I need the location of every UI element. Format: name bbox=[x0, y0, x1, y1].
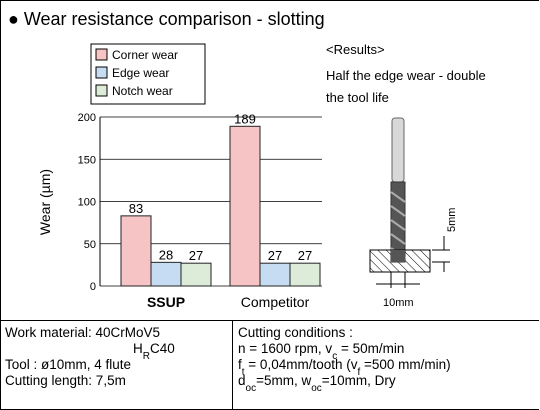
dimension-label: 10mm bbox=[383, 297, 414, 309]
condition-text: Cutting conditions : bbox=[238, 325, 353, 340]
condition-text: C40 bbox=[150, 341, 175, 356]
legend-swatch bbox=[95, 84, 108, 97]
bar bbox=[289, 262, 321, 287]
legend-label: Corner wear bbox=[112, 48, 178, 62]
flute-lines bbox=[390, 191, 406, 259]
y-tick-label: 200 bbox=[78, 112, 96, 124]
condition-line: Cutting length: 7,5m bbox=[5, 373, 126, 388]
dimension-lines bbox=[376, 236, 450, 288]
condition-line: Tool : ø10mm, 4 flute bbox=[5, 357, 131, 372]
results-heading: <Results> bbox=[326, 42, 385, 57]
condition-text: Tool : ø10mm, 4 flute bbox=[5, 357, 131, 372]
y-axis-label: Wear (µm) bbox=[37, 169, 53, 235]
tool-shank bbox=[391, 117, 405, 183]
legend-swatch bbox=[95, 66, 108, 79]
condition-text: =10mm, Dry bbox=[322, 373, 396, 388]
condition-text: Cutting length: 7,5m bbox=[5, 373, 126, 388]
condition-text: d bbox=[238, 373, 246, 388]
bar bbox=[150, 261, 182, 287]
condition-line: doc=5mm, woc=10mm, Dry bbox=[238, 373, 396, 394]
y-tick-label: 150 bbox=[78, 154, 96, 166]
legend-label: Edge wear bbox=[112, 66, 169, 80]
condition-text: Work material: 40CrMoV5 bbox=[5, 325, 160, 340]
condition-text: f bbox=[238, 357, 242, 372]
condition-text: H bbox=[133, 341, 143, 356]
condition-text: n = 1600 rpm, v bbox=[238, 341, 332, 356]
value-label: 83 bbox=[129, 201, 143, 216]
condition-text: = 0,04mm/tooth (v bbox=[245, 357, 358, 372]
legend-label: Notch wear bbox=[112, 84, 173, 98]
condition-line: n = 1600 rpm, vc = 50m/min bbox=[238, 341, 404, 362]
y-tick-label: 100 bbox=[78, 197, 96, 209]
condition-text: R bbox=[143, 351, 150, 362]
bar bbox=[120, 215, 152, 287]
bar bbox=[229, 125, 261, 287]
value-label: 189 bbox=[234, 111, 256, 126]
bar bbox=[180, 262, 212, 287]
tool-drawing: 5mm 10mm bbox=[369, 117, 458, 309]
x-tick-label: Competitor bbox=[241, 294, 310, 310]
value-label: 28 bbox=[159, 247, 173, 262]
legend-box bbox=[90, 43, 206, 105]
condition-text: oc bbox=[311, 383, 322, 394]
condition-line: HRC40 bbox=[133, 341, 175, 362]
value-label: 27 bbox=[268, 248, 282, 263]
value-label: 27 bbox=[298, 248, 312, 263]
x-tick-label: SSUP bbox=[147, 294, 185, 310]
results-line: the tool life bbox=[326, 90, 389, 105]
condition-text: =500 mm/min) bbox=[360, 357, 450, 372]
condition-text: =5mm, w bbox=[256, 373, 311, 388]
condition-line: Cutting conditions : bbox=[238, 325, 353, 340]
y-tick-label: 0 bbox=[90, 281, 96, 293]
condition-line: ft = 0,04mm/tooth (vf =500 mm/min) bbox=[238, 357, 451, 378]
bar bbox=[259, 262, 291, 287]
results-line: Half the edge wear - double bbox=[326, 68, 486, 83]
condition-text: oc bbox=[246, 383, 257, 394]
condition-text: c bbox=[332, 351, 337, 362]
tool-tip bbox=[391, 250, 405, 262]
condition-text: = 50m/min bbox=[337, 341, 404, 356]
value-label: 27 bbox=[189, 248, 203, 263]
y-tick-label: 50 bbox=[84, 239, 96, 251]
condition-text: t bbox=[242, 367, 245, 378]
dimension-label: 5mm bbox=[446, 208, 458, 232]
condition-line: Work material: 40CrMoV5 bbox=[5, 325, 160, 340]
condition-text: f bbox=[357, 367, 360, 378]
chart-title: ● Wear resistance comparison - slotting bbox=[8, 9, 325, 29]
legend-swatch bbox=[95, 48, 108, 61]
